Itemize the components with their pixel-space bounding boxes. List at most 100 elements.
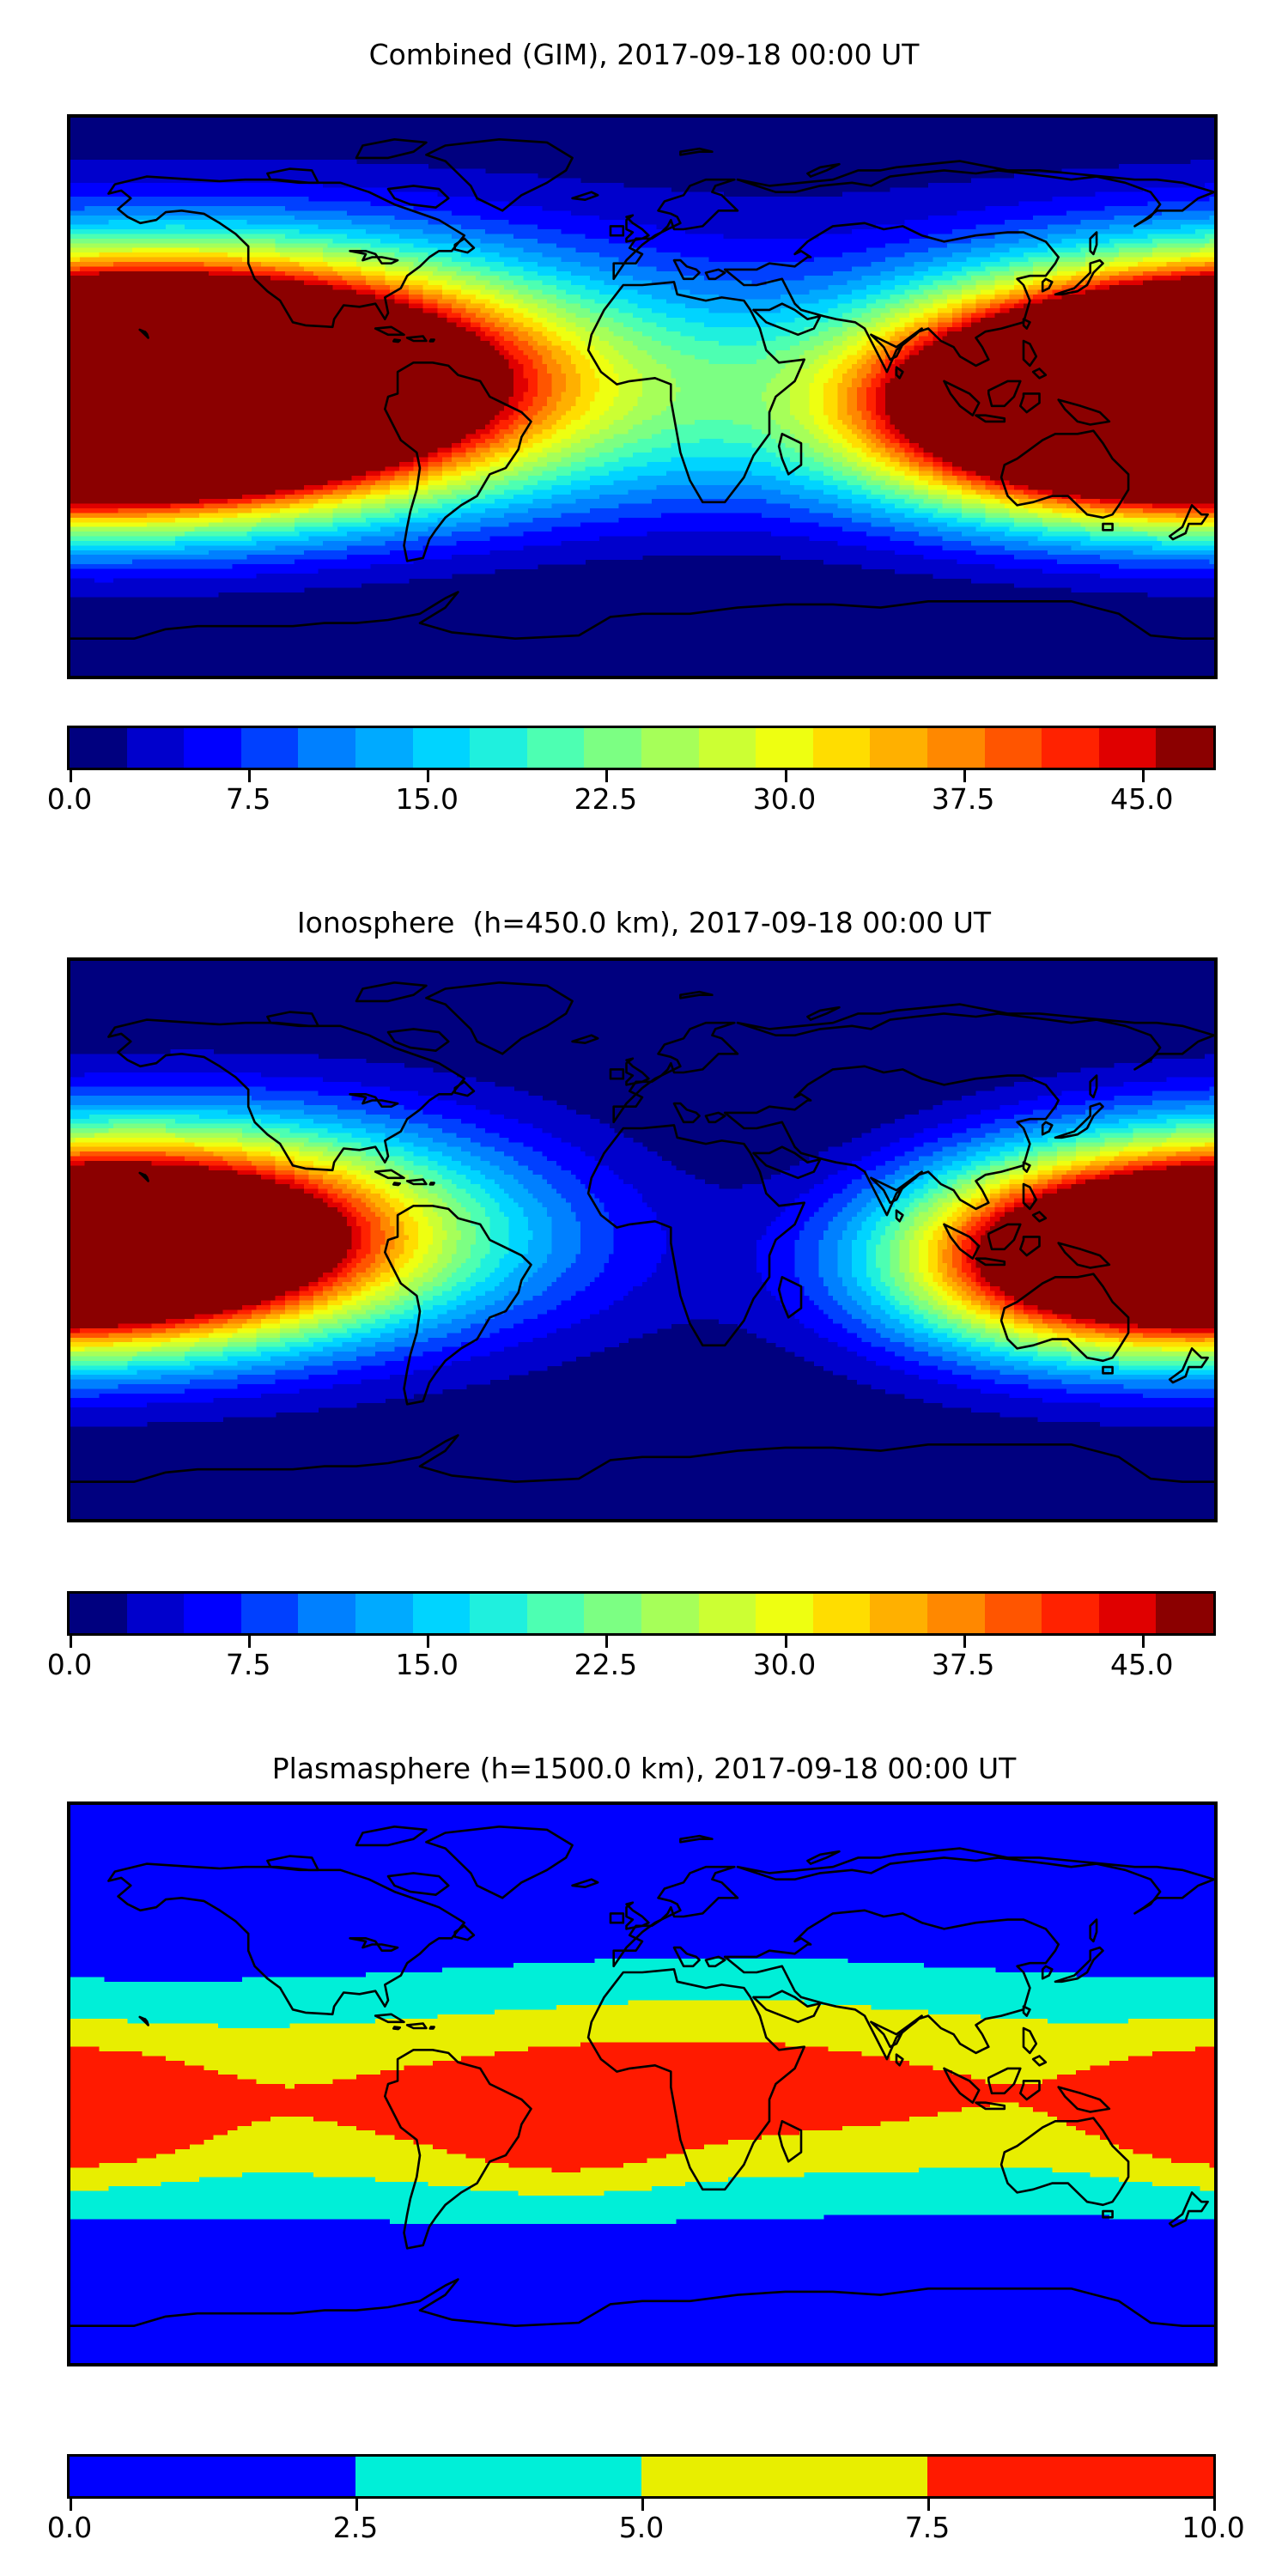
coastline-path [806, 162, 841, 178]
colorbar-gradient-plasmasphere[interactable] [67, 2454, 1216, 2499]
colorbar-tick-label: 7.5 [225, 1648, 271, 1681]
coastline-path [107, 175, 466, 329]
coastline-path [625, 1901, 650, 1930]
colorbar-labels-plasmasphere: 0.0 2.5 5.0 7.5 10.0 [47, 2511, 1245, 2547]
colorbar-plasmasphere: 0.0 2.5 5.0 7.5 10.0 [47, 2454, 1245, 2547]
coastline-path [384, 2049, 532, 2250]
colorbar-band [412, 728, 471, 768]
colorbar-combined: 0.0 7.5 15.0 22.5 30.0 37.5 45.0 [47, 726, 1216, 818]
coastline-path [723, 222, 1060, 374]
coastline-path [1102, 522, 1114, 532]
coastline-path [679, 990, 714, 999]
coastline-path [392, 1182, 401, 1187]
coastline-path [975, 1257, 1006, 1267]
coastline-path [386, 185, 450, 209]
colorbar-tick-label: 37.5 [931, 1648, 995, 1681]
coastline-path [609, 225, 625, 237]
colorbar-band [641, 728, 699, 768]
coastline-path [571, 1878, 599, 1888]
colorbar-band [126, 728, 185, 768]
coastline-path [384, 1205, 532, 1406]
coastline-path [1031, 368, 1048, 380]
coastline-path [107, 1018, 466, 1172]
colorbar-tick [1141, 1636, 1145, 1648]
coastline-path [107, 1862, 466, 2016]
coastline-path [679, 1834, 714, 1844]
coastlines [70, 138, 1214, 640]
colorbar-tick-label: 45.0 [1110, 1648, 1174, 1681]
coastline-path [736, 1003, 1214, 1071]
coastline-path [999, 1273, 1130, 1363]
panel-title-plasmasphere: Plasmasphere (h=1500.0 km), 2017-09-18 0… [271, 1752, 1017, 1785]
coastline-path [1022, 2026, 1038, 2055]
coastline-path [777, 2120, 803, 2163]
contour-bands [70, 159, 1214, 598]
coastline-path [612, 1021, 739, 1124]
colorbar-tick [70, 1636, 72, 1648]
coastline-path [374, 2013, 405, 2024]
colorbar-tick-label: 37.5 [931, 782, 995, 816]
coastline-path [723, 1065, 1060, 1217]
colorbar-tick-label: 45.0 [1110, 782, 1174, 816]
colorbar-tick [355, 2499, 358, 2511]
coastline-path [138, 1171, 149, 1182]
colorbar-tick [641, 2499, 644, 2511]
coastline-path [625, 1057, 650, 1086]
colorbar-gradient-ionosphere[interactable] [67, 1591, 1216, 1636]
coastline-path [1019, 392, 1041, 414]
colorbar-band [126, 1594, 185, 1633]
coastline-path [1102, 2209, 1114, 2219]
coastlines [70, 981, 1214, 1483]
colorbar-tick-label: 15.0 [395, 782, 459, 816]
contour-bands [70, 1048, 1214, 1427]
colorbar-band [470, 1594, 527, 1633]
coastline-path [870, 327, 923, 361]
colorbar-tick [784, 770, 787, 782]
coastline-path [704, 1955, 726, 1968]
colorbar-band [1156, 1594, 1213, 1633]
coastline-path [1022, 1161, 1031, 1173]
coastline-path [1022, 2005, 1031, 2017]
colorbar-tick [1141, 770, 1145, 782]
coastline-path [1168, 504, 1209, 541]
colorbar-band [240, 1594, 299, 1633]
colorbar-tick-label: 22.5 [574, 782, 638, 816]
colorbar-tick-label: 30.0 [752, 1648, 817, 1681]
panel-title-ionosphere: Ionosphere (h=450.0 km), 2017-09-18 00:0… [296, 906, 992, 939]
colorbar-tick-label: 30.0 [752, 782, 817, 816]
coastline-path [405, 1178, 428, 1186]
colorbar-band [1156, 728, 1213, 768]
coastline-path [612, 178, 739, 281]
map-contour-svg [70, 961, 1214, 1519]
coastline-path [679, 147, 714, 156]
coastline-path [1054, 1102, 1104, 1139]
colorbar-tick-label: 2.5 [332, 2511, 379, 2544]
colorbar-band [756, 1594, 813, 1633]
colorbar-band [70, 728, 127, 768]
coastline-path [1057, 1242, 1111, 1269]
colorbar-band [698, 1594, 756, 1633]
coastline-path [586, 281, 805, 504]
colorbar-band [355, 728, 413, 768]
colorbar-tick [1213, 2499, 1216, 2511]
colorbar-band [298, 1594, 355, 1633]
colorbar-tick [248, 1636, 252, 1648]
coastline-path [999, 429, 1130, 519]
colorbar-band [70, 1594, 127, 1633]
coastline-path [870, 2014, 923, 2048]
colorbar-ionosphere: 0.0 7.5 15.0 22.5 30.0 37.5 45.0 [47, 1591, 1216, 1684]
colorbar-band [1098, 728, 1157, 768]
colorbar-band [984, 1594, 1042, 1633]
coastline-path [752, 1990, 822, 2024]
colorbar-gradient-combined[interactable] [67, 726, 1216, 770]
colorbar-band [812, 1594, 871, 1633]
coastline-path [355, 1826, 428, 1847]
colorbar-tick [70, 2499, 72, 2511]
colorbar-tick-label: 0.0 [46, 782, 93, 816]
coastline-path [453, 1080, 476, 1097]
colorbar-tick-label: 0.0 [46, 1648, 93, 1681]
coastline-path [704, 268, 726, 281]
coastline-path [806, 1850, 841, 1865]
colorbar-band [184, 1594, 241, 1633]
colorbar-tick [963, 1636, 966, 1648]
